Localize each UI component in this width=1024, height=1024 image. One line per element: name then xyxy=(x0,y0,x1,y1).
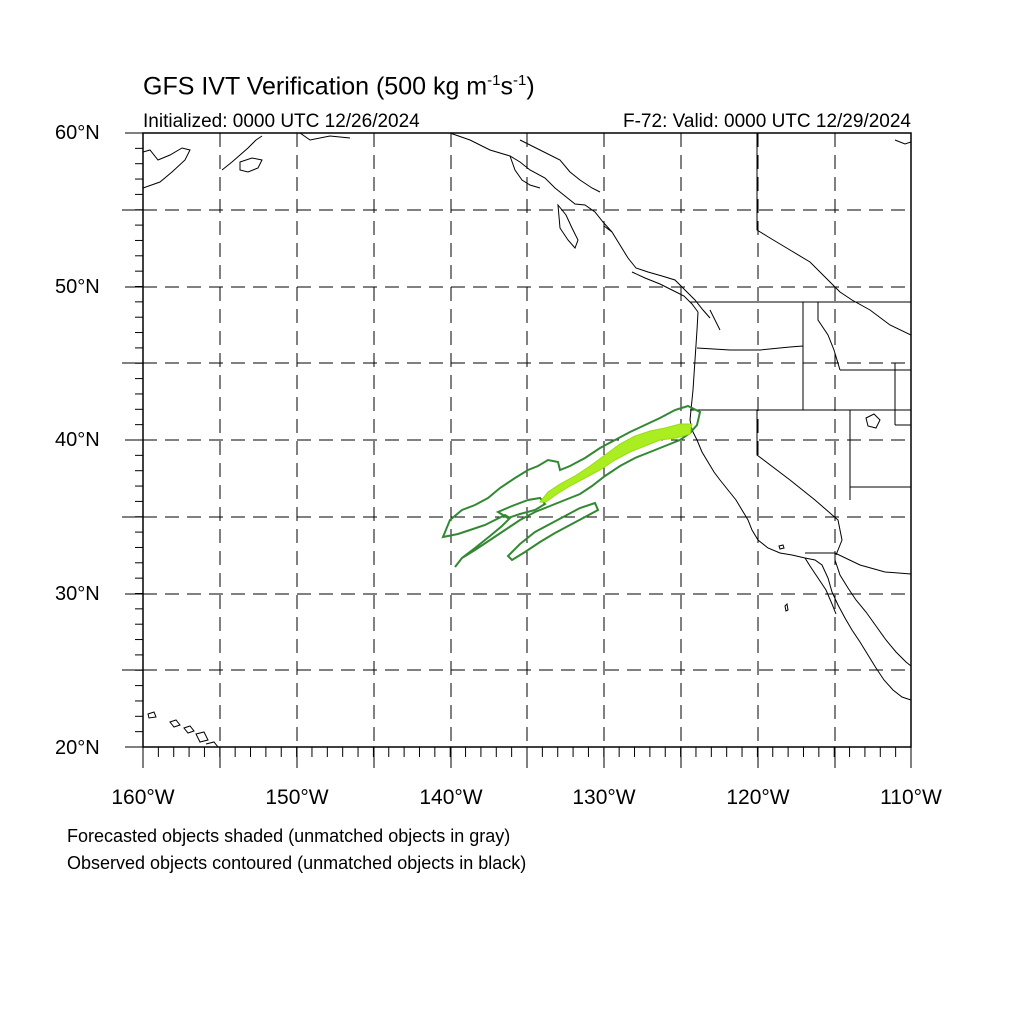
minor-ticks xyxy=(135,132,897,757)
lat-label-40n: 40°N xyxy=(55,429,100,451)
lon-label-150w: 150°W xyxy=(265,786,329,809)
political-boundaries xyxy=(690,133,911,575)
valid-time-label: F-72: Valid: 0000 UTC 12/29/2024 xyxy=(623,111,911,132)
lon-label-140w: 140°W xyxy=(419,786,483,809)
init-time-label: Initialized: 0000 UTC 12/26/2024 xyxy=(143,111,420,132)
observed-object-main xyxy=(441,404,702,568)
lon-label-130w: 130°W xyxy=(572,786,636,809)
grid-lines xyxy=(143,133,911,747)
lon-label-160w: 160°W xyxy=(111,786,175,809)
lon-label-110w: 110°W xyxy=(880,786,942,809)
observed-object-inner xyxy=(495,496,547,520)
axis-ticks xyxy=(122,132,912,768)
lat-label-60n: 60°N xyxy=(55,122,100,144)
coastlines xyxy=(143,133,911,747)
legend-observed: Observed objects contoured (unmatched ob… xyxy=(67,853,527,873)
plot-title: GFS IVT Verification (500 kg m-1s-1) xyxy=(143,72,535,101)
legend-forecast: Forecasted objects shaded (unmatched obj… xyxy=(67,826,511,846)
observed-object-south xyxy=(506,501,600,562)
forecast-object-main xyxy=(538,423,693,503)
observed-contours xyxy=(441,404,702,568)
forecast-objects xyxy=(538,423,693,503)
lat-label-30n: 30°N xyxy=(55,583,100,605)
lat-label-20n: 20°N xyxy=(55,737,100,759)
lon-label-120w: 120°W xyxy=(726,786,790,809)
lat-label-50n: 50°N xyxy=(55,276,100,298)
